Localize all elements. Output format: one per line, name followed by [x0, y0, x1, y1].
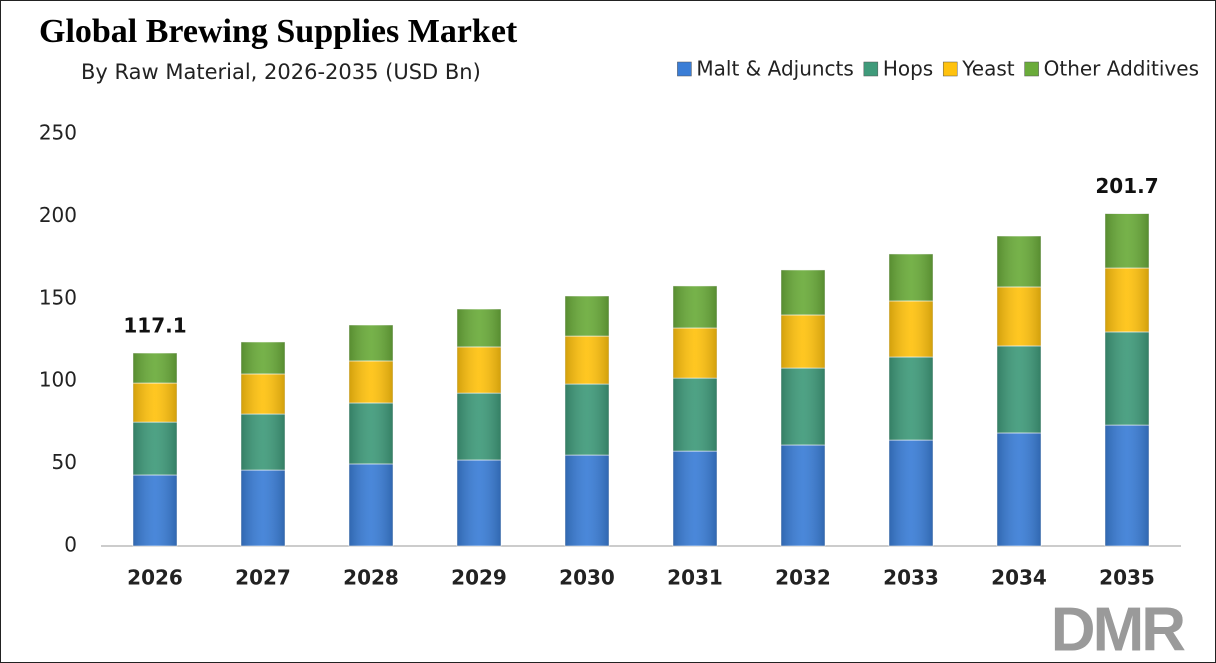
bar-shade: [133, 422, 177, 475]
bar-shade: [241, 470, 285, 546]
bar-shade: [889, 253, 933, 301]
bar-shade: [673, 378, 717, 452]
bar-shade: [241, 373, 285, 414]
bar-shade: [457, 393, 501, 460]
bar-shade: [349, 402, 393, 464]
x-tick-label: 2033: [883, 566, 939, 590]
bar-shade: [1105, 331, 1149, 426]
x-tick-label: 2029: [451, 566, 507, 590]
legend-label: Malt & Adjuncts: [696, 57, 853, 81]
legend-swatch: [863, 61, 879, 77]
bar-shade: [241, 341, 285, 374]
x-tick-label: 2034: [991, 566, 1047, 590]
x-tick-label: 2028: [343, 566, 399, 590]
y-tick-label: 0: [64, 533, 77, 557]
logo: DMR: [1051, 595, 1185, 662]
x-tick-label: 2035: [1099, 566, 1155, 590]
legend-label: Yeast: [961, 57, 1015, 81]
bar-shade: [673, 285, 717, 328]
chart-subtitle: By Raw Material, 2026-2035 (USD Bn): [81, 60, 481, 84]
bar-shade: [457, 459, 501, 546]
y-tick-label: 150: [39, 285, 77, 309]
bar-shade: [1105, 425, 1149, 546]
bar-shade: [1105, 267, 1149, 332]
bar-shade: [781, 444, 825, 546]
y-tick-label: 250: [39, 121, 77, 145]
total-label: 117.1: [123, 314, 186, 338]
x-tick-label: 2027: [235, 566, 291, 590]
x-tick-label: 2031: [667, 566, 723, 590]
bar-shade: [457, 346, 501, 394]
bar-shade: [997, 236, 1041, 287]
bar-shade: [889, 300, 933, 357]
bar-shade: [781, 368, 825, 445]
legend-swatch: [1024, 61, 1039, 77]
total-label: 201.7: [1095, 174, 1158, 198]
x-tick-label: 2026: [127, 566, 183, 590]
bar-shade: [565, 336, 609, 385]
y-tick-label: 100: [39, 368, 77, 392]
bar-shade: [565, 295, 609, 337]
bar-shade: [349, 360, 393, 403]
bar-shade: [997, 345, 1041, 433]
x-tick-label: 2032: [775, 566, 831, 590]
bar-shade: [133, 474, 177, 546]
bar-shade: [889, 356, 933, 441]
bar-shade: [133, 383, 177, 423]
bar-shade: [241, 413, 285, 471]
bar-shade: [673, 327, 717, 379]
bar-shade: [349, 325, 393, 361]
bar-shade: [565, 455, 609, 546]
bar-shade: [997, 432, 1041, 546]
bar-shade: [781, 269, 825, 315]
bar-shade: [349, 463, 393, 546]
bar-shade: [457, 309, 501, 347]
bar-shade: [133, 353, 177, 384]
bar-shade: [1105, 213, 1149, 268]
legend-swatch: [677, 61, 692, 77]
bar-shade: [997, 286, 1041, 346]
legend-swatch: [942, 61, 958, 77]
bar-shade: [889, 440, 933, 546]
legend-label: Hops: [883, 57, 933, 81]
x-tick-label: 2030: [559, 566, 615, 590]
chart-title: Global Brewing Supplies Market: [39, 13, 518, 50]
y-tick-label: 200: [39, 203, 77, 227]
bar-shade: [565, 384, 609, 456]
bar-shade: [673, 451, 717, 546]
y-tick-label: 50: [52, 450, 77, 474]
bar-shade: [781, 314, 825, 369]
legend-label: Other Additives: [1044, 57, 1199, 81]
